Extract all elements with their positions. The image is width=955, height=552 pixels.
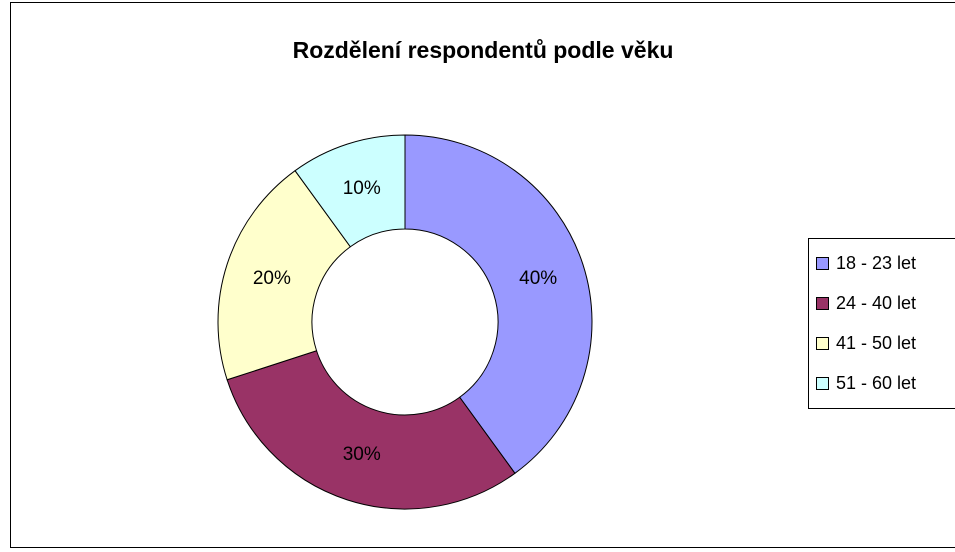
legend-label: 24 - 40 let (836, 293, 916, 313)
data-label: 10% (343, 178, 381, 199)
legend-label: 18 - 23 let (836, 253, 916, 273)
donut-segment (226, 350, 516, 510)
donut-segment (294, 134, 406, 248)
donut-segment (404, 134, 593, 474)
donut-segment (217, 170, 352, 381)
legend-swatch (816, 337, 829, 350)
legend-swatch (816, 257, 829, 270)
data-label: 40% (519, 268, 557, 289)
chart-title: Rozdělení respondentů podle věku (293, 37, 674, 63)
data-label: 20% (253, 268, 291, 289)
legend-swatch (816, 297, 829, 310)
data-label: 30% (343, 444, 381, 465)
legend-box (808, 238, 955, 409)
legend-swatch (816, 377, 829, 390)
legend-label: 51 - 60 let (836, 373, 916, 393)
legend-label: 41 - 50 let (836, 333, 916, 353)
